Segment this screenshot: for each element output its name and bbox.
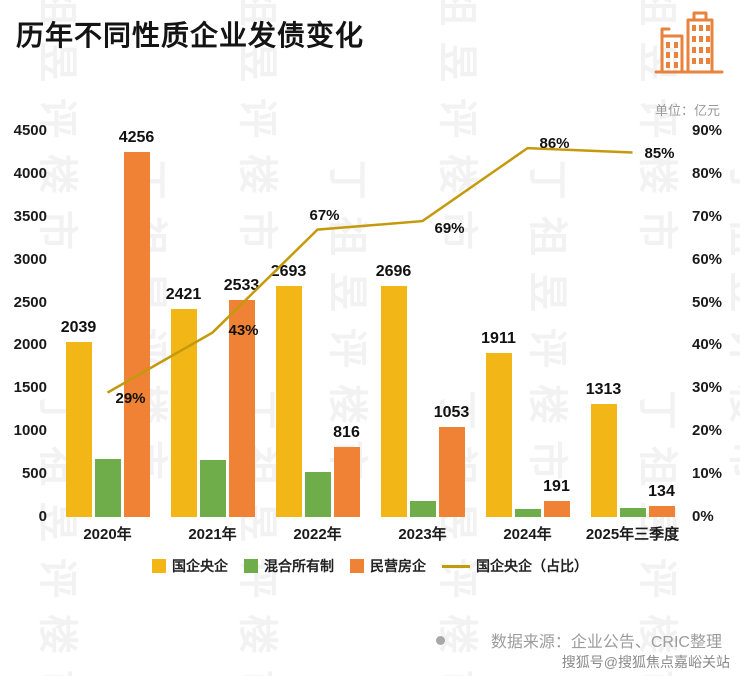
unit-label: 单位：亿元 [654,103,720,118]
bar-value-label: 816 [333,424,360,441]
bar-value-label: 1911 [481,330,516,348]
bar-国企央企 [380,285,407,517]
y-axis-tick-right: 40% [692,336,723,354]
x-axis-label: 2025年三季度 [585,526,680,543]
source-row: 数据来源：企业公告、CRIC整理 [435,628,722,652]
line-point-label: 43% [228,321,259,339]
legend-label: 国企央企（占比） [476,558,588,574]
bar-value-label: 2039 [60,319,97,337]
bar-国企央企 [485,353,512,517]
x-axis-label: 2022年 [293,526,342,543]
legend-label: 国企央企 [172,558,228,574]
line-point-label: 67% [309,206,340,224]
bar-混合所有制 [619,507,646,517]
bar-混合所有制 [514,509,541,517]
legend-item-国企央企: 国企央企 [152,556,228,576]
x-axis-label: 2020年 [83,526,132,543]
line-point-label: 86% [539,135,570,153]
bar-民营房企 [333,447,360,517]
data-source-text: 数据来源：企业公告、CRIC整理 [490,634,722,651]
legend-color-swatch-icon [350,559,364,573]
chart-legend: 国企央企 混合所有制 民营房企 国企央企（占比） [0,556,740,576]
bar-value-label: 134 [648,482,675,500]
legend-label: 民营房企 [370,558,426,574]
line-point-label: 29% [115,389,146,407]
page-title: 历年不同性质企业发债变化 [16,20,365,51]
y-axis-tick-left: 3000 [13,250,47,268]
bar-value-label: 1053 [433,403,470,421]
x-axis-label: 2024年 [503,526,552,543]
bar-value-label: 2533 [223,276,260,294]
buildings-icon [650,6,728,84]
bar-混合所有制 [304,471,331,517]
y-axis-tick-right: 0% [692,508,714,525]
legend-line-swatch-icon [442,564,470,568]
legend-color-swatch-icon [244,559,258,573]
legend-label: 混合所有制 [264,558,334,574]
y-axis-tick-left: 2000 [13,336,47,354]
legend-item-混合所有制: 混合所有制 [244,556,334,576]
y-axis-tick-right: 20% [692,422,723,440]
legend-color-swatch-icon [152,559,166,573]
bar-国企央企 [275,286,302,517]
y-axis-tick-right: 70% [692,207,723,225]
bar-混合所有制 [409,500,436,517]
buildings-icon-svg [654,11,724,74]
y-axis-tick-right: 50% [692,293,723,311]
bar-民营房企 [648,505,675,517]
y-axis-tick-left: 4500 [13,122,47,139]
bar-value-label: 1313 [585,381,622,399]
bar-民营房企 [543,500,570,517]
y-axis-tick-right: 90% [692,122,723,139]
bar-value-label: 2696 [375,262,412,280]
y-axis-tick-left: 1500 [13,379,47,397]
source-bullet-icon [435,635,445,645]
y-axis-tick-left: 4000 [13,164,47,182]
y-axis-tick-right: 30% [692,379,723,397]
bar-value-label: 4256 [118,128,155,146]
y-axis-tick-left: 2500 [13,293,47,311]
line-point-label: 69% [434,220,465,238]
legend-item-民营房企: 民营房企 [350,556,426,576]
y-axis-tick-left: 1000 [13,422,47,440]
bar-国企央企 [590,404,617,517]
sohu-credit-text: 搜狐号@搜狐焦点嘉峪关站 [561,654,730,670]
y-axis-tick-right: 10% [692,465,723,483]
line-point-label: 85% [644,145,675,163]
legend-item-国企央企（占比）: 国企央企（占比） [442,556,588,576]
bar-value-label: 191 [543,477,570,495]
bar-混合所有制 [199,460,226,517]
y-axis-tick-left: 3500 [13,207,47,225]
y-axis-tick-right: 80% [692,164,723,182]
bar-民营房企 [438,426,465,517]
bar-混合所有制 [94,458,121,517]
x-axis-label: 2023年 [398,526,447,543]
y-axis-tick-right: 60% [692,250,723,268]
bar-国企央企 [65,342,92,517]
y-axis-tick-left: 500 [21,465,47,483]
x-axis-label: 2021年 [188,526,237,543]
y-axis-tick-left: 0 [38,508,47,525]
bar-国企央企 [170,309,197,517]
bar-民营房企 [123,151,150,517]
